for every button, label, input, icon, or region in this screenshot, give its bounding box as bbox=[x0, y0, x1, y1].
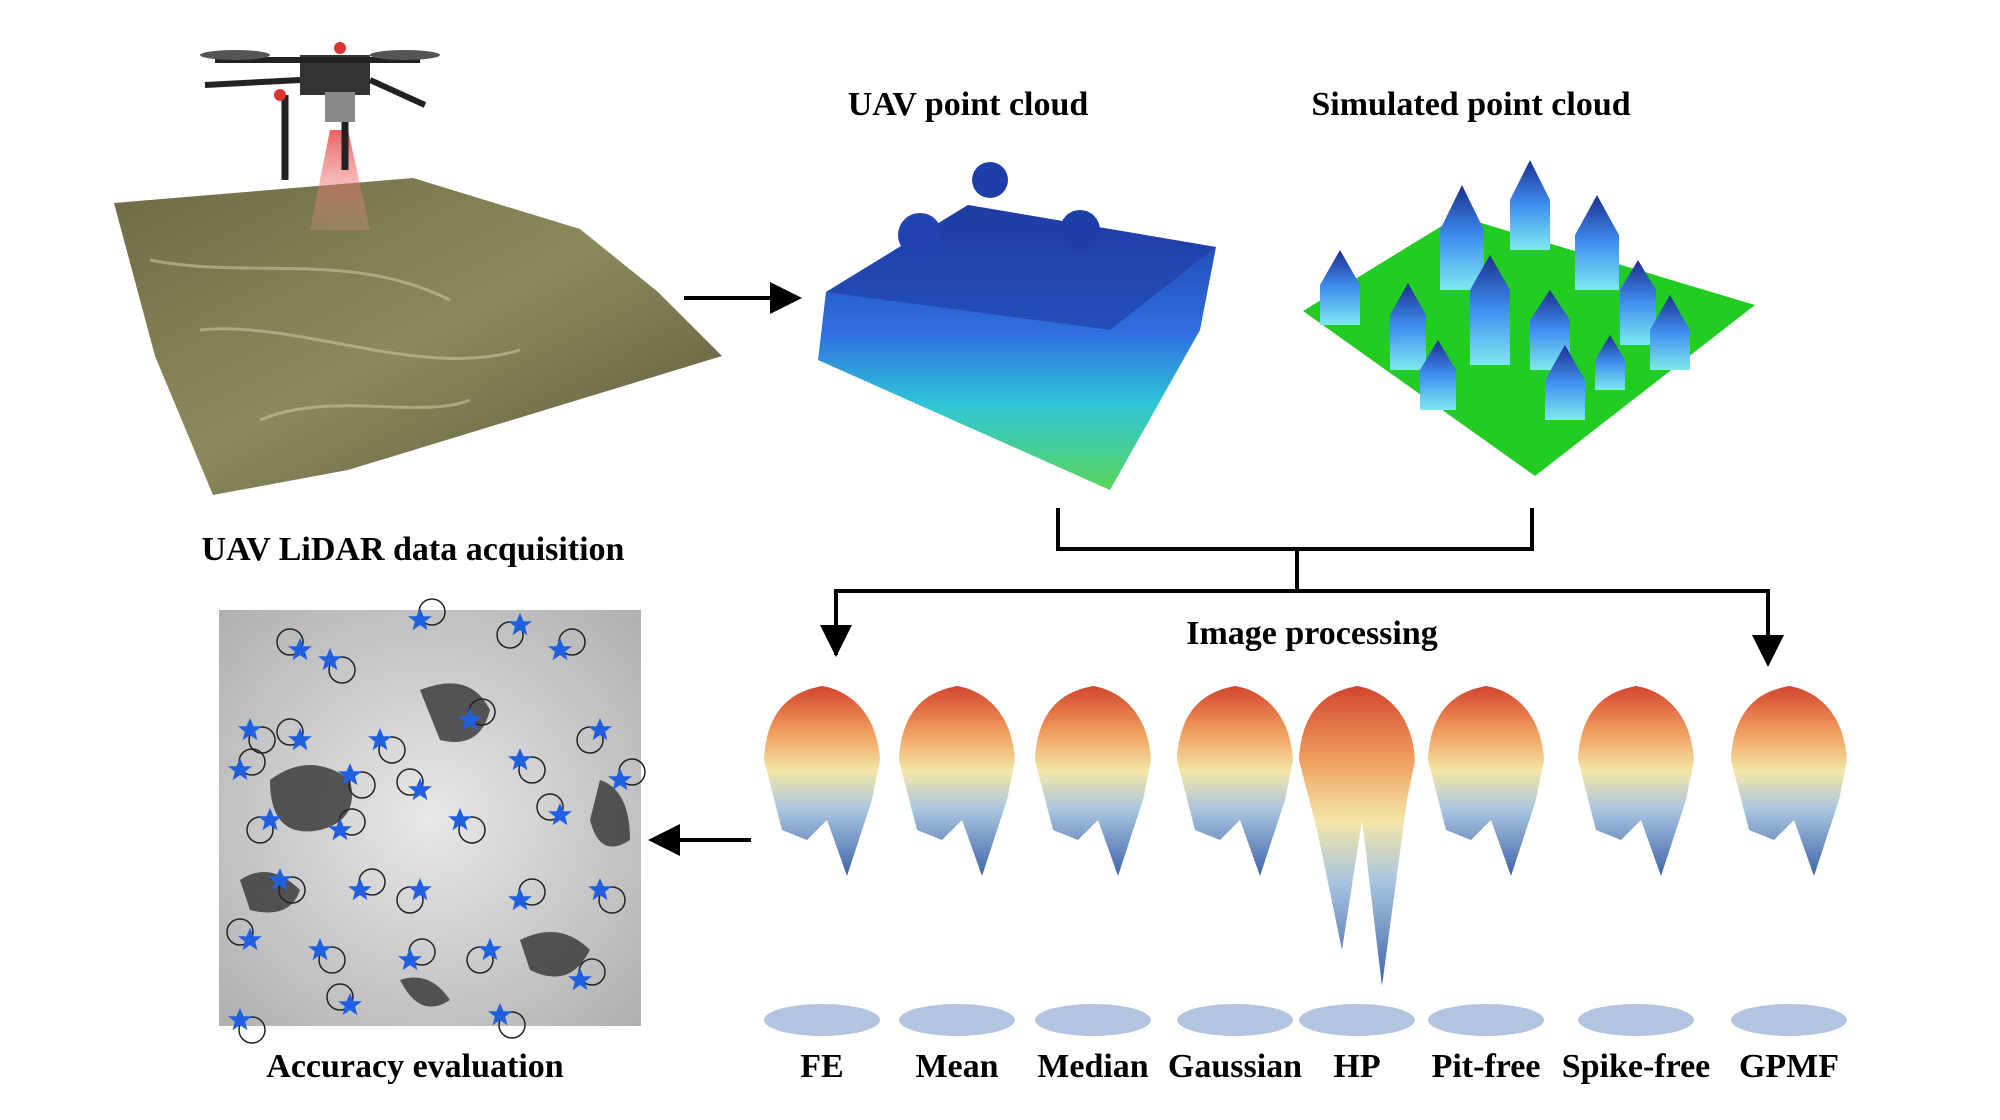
detection-circle bbox=[226, 918, 254, 946]
base-ellipse bbox=[764, 1004, 880, 1036]
panel-label: UAV LiDAR data acquisition bbox=[202, 531, 625, 568]
base-ellipse bbox=[1035, 1004, 1151, 1036]
detection-circle bbox=[498, 1011, 526, 1039]
method-label: HP bbox=[1333, 1048, 1380, 1085]
chm-profile bbox=[1177, 686, 1293, 876]
drone bbox=[200, 42, 440, 180]
terrain bbox=[114, 178, 722, 495]
detection-circle bbox=[276, 718, 304, 746]
panel-label: Image processing bbox=[1186, 615, 1438, 652]
method-label: GPMF bbox=[1739, 1048, 1839, 1085]
method-label: Spike-free bbox=[1562, 1048, 1711, 1085]
method-label: FE bbox=[800, 1048, 843, 1085]
detection-circle bbox=[318, 946, 346, 974]
detection-circle bbox=[536, 793, 564, 821]
detection-circle bbox=[518, 756, 546, 784]
chm-profile bbox=[1428, 686, 1544, 876]
base-ellipse bbox=[1177, 1004, 1293, 1036]
laser-beam bbox=[310, 130, 370, 230]
panel-label: Accuracy evaluation bbox=[266, 1048, 564, 1085]
panel-label: Simulated point cloud bbox=[1311, 86, 1630, 123]
method-label: Mean bbox=[915, 1048, 998, 1085]
chm-profile bbox=[1578, 686, 1694, 876]
detection-circle bbox=[276, 628, 304, 656]
chm-profile bbox=[899, 686, 1015, 876]
detection-circle bbox=[326, 983, 354, 1011]
simulated-cloud-panel: Simulated point cloud bbox=[1303, 86, 1755, 476]
base-ellipse bbox=[1731, 1004, 1847, 1036]
method-label: Median bbox=[1037, 1048, 1149, 1085]
detection-circle bbox=[238, 1016, 266, 1044]
connector bbox=[820, 508, 1784, 667]
base-ellipse bbox=[1299, 1004, 1415, 1036]
chm-profile bbox=[1035, 686, 1151, 876]
detection-circle bbox=[328, 656, 356, 684]
base-ellipse bbox=[899, 1004, 1015, 1036]
method-label: Pit-free bbox=[1432, 1048, 1541, 1085]
detection-circle bbox=[458, 816, 486, 844]
detection-circle bbox=[396, 768, 424, 796]
detection-circle bbox=[378, 736, 406, 764]
chm-profile bbox=[1299, 686, 1415, 986]
detection-circle bbox=[598, 886, 626, 914]
acquisition-panel: UAV LiDAR data acquisition bbox=[114, 42, 722, 568]
method-label: Gaussian bbox=[1168, 1048, 1302, 1085]
base-ellipse bbox=[1578, 1004, 1694, 1036]
chm-profile bbox=[1731, 686, 1847, 876]
chm-profile bbox=[764, 686, 880, 876]
panel-label: UAV point cloud bbox=[848, 86, 1089, 123]
uav-cloud-panel: UAV point cloud bbox=[818, 86, 1216, 490]
detection-circle bbox=[278, 876, 306, 904]
evaluation-panel bbox=[219, 598, 646, 1044]
detection-circle bbox=[348, 771, 376, 799]
base-ellipse bbox=[1428, 1004, 1544, 1036]
